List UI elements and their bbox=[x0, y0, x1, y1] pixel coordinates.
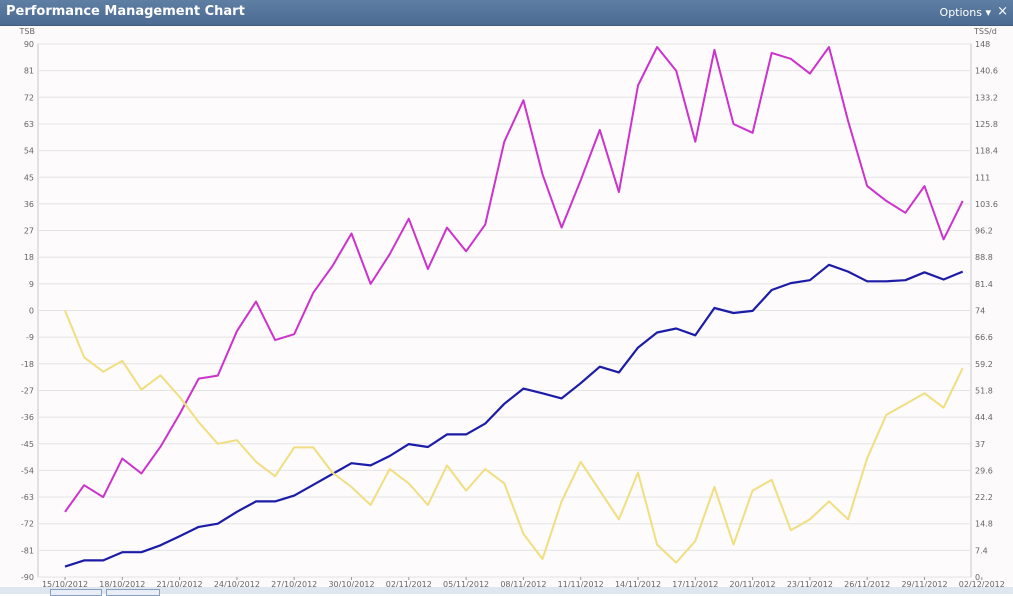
y-left-tick-label: 0 bbox=[29, 307, 34, 316]
y-right-tick-label: 133.2 bbox=[975, 93, 998, 102]
x-tick-label: 18/10/2012 bbox=[99, 580, 145, 587]
y-left-tick-label: 18 bbox=[24, 253, 34, 262]
y-left-tick-label: -9 bbox=[26, 333, 34, 342]
y-right-tick-label: 81.4 bbox=[975, 280, 993, 289]
x-tick-label: 05/11/2012 bbox=[443, 580, 489, 587]
performance-chart: 90817263544536271890-9-18-27-36-45-54-63… bbox=[19, 27, 1005, 587]
y-right-tick-label: 0 bbox=[975, 573, 980, 582]
series-line-0 bbox=[64, 46, 964, 513]
x-tick-label: 20/11/2012 bbox=[730, 580, 776, 587]
y-right-tick-label: 125.8 bbox=[975, 120, 998, 129]
y-left-tick-label: -63 bbox=[21, 493, 34, 502]
x-tick-label: 21/10/2012 bbox=[157, 580, 203, 587]
y-left-tick-label: -45 bbox=[21, 440, 34, 449]
x-tick-label: 27/10/2012 bbox=[271, 580, 317, 587]
y-left-tick-label: 9 bbox=[29, 280, 34, 289]
y-left-tick-label: -72 bbox=[21, 520, 34, 529]
x-tick-label: 15/10/2012 bbox=[42, 580, 88, 587]
x-tick-label: 14/11/2012 bbox=[615, 580, 661, 587]
y-right-tick-label: 118.4 bbox=[975, 147, 998, 156]
y-left-tick-label: 27 bbox=[24, 227, 34, 236]
y-right-axis-label: TSS/d bbox=[973, 27, 997, 36]
x-tick-label: 08/11/2012 bbox=[500, 580, 546, 587]
title-bar: Performance Management Chart Options ▾ × bbox=[0, 0, 1013, 26]
x-tick-label: 26/11/2012 bbox=[844, 580, 890, 587]
y-left-tick-label: -27 bbox=[21, 386, 34, 395]
y-right-tick-label: 103.6 bbox=[975, 200, 998, 209]
options-menu-button[interactable]: Options ▾ bbox=[939, 6, 991, 19]
series-line-2 bbox=[64, 310, 964, 564]
taskbar-button[interactable] bbox=[50, 589, 102, 596]
y-right-tick-label: 7.4 bbox=[975, 546, 988, 555]
y-left-tick-label: -90 bbox=[21, 573, 34, 582]
y-right-tick-label: 14.8 bbox=[975, 520, 993, 529]
y-right-tick-label: 111 bbox=[975, 173, 990, 182]
y-right-tick-label: 59.2 bbox=[975, 360, 993, 369]
y-right-tick-label: 22.2 bbox=[975, 493, 993, 502]
y-left-tick-label: 81 bbox=[24, 67, 34, 76]
window-title: Performance Management Chart bbox=[6, 4, 245, 19]
y-right-tick-label: 148 bbox=[975, 40, 990, 49]
series-line-1 bbox=[64, 263, 964, 568]
y-left-tick-label: -54 bbox=[21, 466, 34, 475]
y-left-tick-label: 54 bbox=[24, 147, 34, 156]
y-left-tick-label: -18 bbox=[21, 360, 34, 369]
y-left-tick-label: 72 bbox=[24, 93, 34, 102]
y-right-tick-label: 29.6 bbox=[975, 466, 993, 475]
y-left-axis-label: TSB bbox=[19, 27, 35, 36]
y-left-tick-label: -36 bbox=[21, 413, 34, 422]
x-tick-label: 30/10/2012 bbox=[328, 580, 374, 587]
y-right-tick-label: 96.2 bbox=[975, 227, 993, 236]
x-tick-label: 17/11/2012 bbox=[672, 580, 718, 587]
y-right-tick-label: 140.6 bbox=[975, 67, 998, 76]
y-right-tick-label: 88.8 bbox=[975, 253, 993, 262]
close-icon[interactable]: × bbox=[997, 4, 1008, 19]
y-left-tick-label: 90 bbox=[24, 40, 34, 49]
y-left-tick-label: -81 bbox=[21, 546, 34, 555]
y-right-tick-label: 37 bbox=[975, 440, 985, 449]
y-right-tick-label: 44.4 bbox=[975, 413, 993, 422]
x-tick-label: 24/10/2012 bbox=[214, 580, 260, 587]
x-tick-label: 29/11/2012 bbox=[901, 580, 947, 587]
y-left-tick-label: 45 bbox=[24, 173, 34, 182]
taskbar bbox=[0, 587, 1013, 594]
y-right-tick-label: 74 bbox=[975, 307, 985, 316]
x-tick-label: 02/12/2012 bbox=[959, 580, 1005, 587]
x-tick-label: 23/11/2012 bbox=[787, 580, 833, 587]
y-left-tick-label: 63 bbox=[24, 120, 34, 129]
x-tick-label: 02/11/2012 bbox=[386, 580, 432, 587]
y-right-tick-label: 51.8 bbox=[975, 386, 993, 395]
y-left-tick-label: 36 bbox=[24, 200, 34, 209]
y-right-tick-label: 66.6 bbox=[975, 333, 993, 342]
x-tick-label: 11/11/2012 bbox=[558, 580, 604, 587]
taskbar-button[interactable] bbox=[106, 589, 160, 596]
